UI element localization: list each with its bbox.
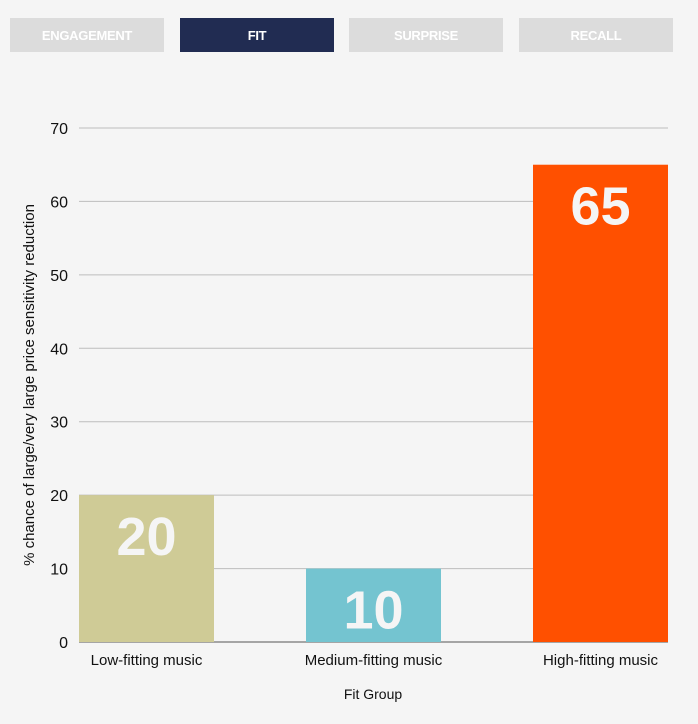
y-tick-label: 40 — [50, 341, 68, 358]
data-label: 20 — [116, 507, 176, 567]
data-label: 10 — [343, 581, 403, 641]
x-axis-label: Fit Group — [344, 686, 403, 702]
tab-surprise[interactable]: SURPRISE — [349, 18, 503, 52]
tab-bar: ENGAGEMENT FIT SURPRISE RECALL — [10, 18, 674, 52]
bar — [533, 164, 668, 642]
y-tick-label: 30 — [50, 415, 68, 432]
y-tick-label: 60 — [50, 194, 68, 211]
bar — [306, 568, 441, 642]
x-tick-label: Medium-fitting music — [305, 652, 443, 669]
y-axis-ticks: 0 10 20 30 40 50 60 70 — [50, 121, 68, 652]
x-tick-label: High-fitting music — [543, 652, 659, 669]
y-tick-label: 50 — [50, 268, 68, 285]
tab-fit[interactable]: FIT — [180, 18, 334, 52]
y-axis-label: % chance of large/very large price sensi… — [21, 204, 38, 566]
y-tick-label: 20 — [50, 488, 68, 505]
y-tick-label: 0 — [59, 635, 68, 652]
bars: 20 10 65 — [79, 164, 668, 642]
tab-recall[interactable]: RECALL — [519, 18, 673, 52]
tab-engagement[interactable]: ENGAGEMENT — [10, 18, 164, 52]
data-label: 65 — [570, 177, 630, 237]
bar — [79, 495, 214, 642]
x-tick-label: Low-fitting music — [91, 652, 203, 669]
x-axis-ticks: Low-fitting music Medium-fitting music Hig… — [91, 652, 659, 669]
y-tick-label: 70 — [50, 121, 68, 138]
y-tick-label: 10 — [50, 562, 68, 579]
